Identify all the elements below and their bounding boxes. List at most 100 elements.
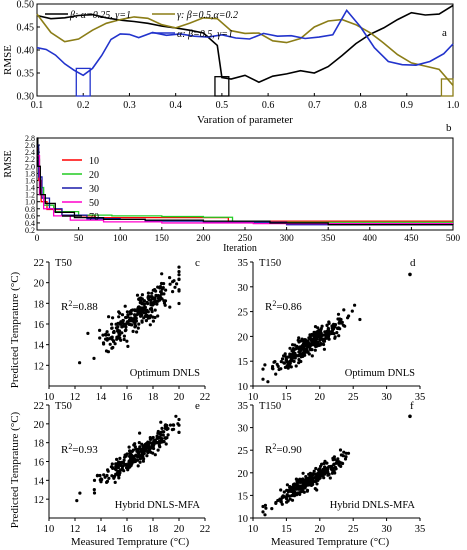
scatter-point xyxy=(112,475,116,479)
scatter-point xyxy=(320,337,324,341)
scatter-point xyxy=(98,336,102,340)
scatter-point xyxy=(135,293,140,297)
scatter-point xyxy=(154,289,158,293)
scatter-point xyxy=(142,299,146,303)
scatter-point xyxy=(98,473,102,478)
scatter-point xyxy=(124,328,128,332)
scatter-point xyxy=(78,491,82,495)
legend-gamma-label: γ: β=0.5,α=0.2 xyxy=(177,10,238,21)
scatter-point xyxy=(124,325,128,329)
legend-label-2: 30 xyxy=(89,184,99,195)
scatter-point xyxy=(337,334,341,338)
scatter-point xyxy=(101,333,105,337)
scatter-point xyxy=(142,302,147,306)
scatter-point xyxy=(264,506,268,510)
scatter-point xyxy=(163,424,167,428)
series-line-1 xyxy=(36,13,454,86)
x-tick-label: 1.0 xyxy=(447,100,460,111)
scatter-point xyxy=(115,457,119,461)
y-tick-label: 0.50 xyxy=(17,0,35,11)
scatter-point xyxy=(105,330,109,334)
scatter-point xyxy=(162,292,166,296)
panel-e-scatter: 10 12 14 16 18 20 22 12 14 16 18 20 22 T50 e R2=0.93 Hyb… xyxy=(34,400,211,535)
scatter-point xyxy=(108,342,112,346)
scatter-point xyxy=(106,468,110,472)
scatter-points xyxy=(261,272,412,384)
scatter-point xyxy=(335,331,339,335)
highlight-box-2 xyxy=(440,78,454,97)
scatter-point xyxy=(162,282,166,286)
scatter-point xyxy=(110,337,114,341)
scatter-point xyxy=(295,344,299,348)
scatter-point xyxy=(301,353,305,357)
x-tick-label: 22 xyxy=(200,524,211,535)
x-tick-label: 20 xyxy=(315,392,326,403)
scatter-point xyxy=(321,473,325,477)
series-label: T50 xyxy=(55,258,72,269)
series-line-4 xyxy=(37,137,454,226)
scatter-point xyxy=(153,453,157,457)
x-tick-label: 10 xyxy=(44,524,55,535)
scatter-points xyxy=(261,414,412,517)
scatter-point xyxy=(150,291,154,295)
scatter-point xyxy=(282,495,287,499)
scatter-point xyxy=(155,302,159,306)
scatter-point xyxy=(282,490,286,494)
scatter-point xyxy=(117,473,121,477)
scatter-point xyxy=(102,473,106,477)
scatter-point xyxy=(294,491,298,495)
scatter-point xyxy=(346,451,351,455)
scatter-point xyxy=(336,326,340,331)
scatter-point xyxy=(160,426,164,430)
x-tick-label: 14 xyxy=(96,392,107,403)
scatter-point xyxy=(279,360,283,364)
x-tick-label: 200 xyxy=(196,234,211,244)
y-tick-label: 2.6 xyxy=(25,141,35,150)
scatter-point xyxy=(125,320,129,324)
scatter-point xyxy=(140,448,144,452)
x-tick-label: 18 xyxy=(148,524,159,535)
x-tick-label: 100 xyxy=(113,234,128,244)
panel-a-legend: β: α=0.25, γ=1 γ: β=0.5,α=0.2 α: β=0.5, … xyxy=(45,10,238,40)
scatter-point xyxy=(126,344,130,348)
x-tick-label: 15 xyxy=(281,524,292,535)
scatter-point xyxy=(163,426,167,430)
y-tick-label: 0.4 xyxy=(25,219,35,228)
panel-label: d xyxy=(410,257,416,269)
y-tick-label: 0.30 xyxy=(17,92,35,103)
scatter-point xyxy=(127,445,131,449)
panel-a-highlight-boxes xyxy=(75,67,454,97)
scatter-point xyxy=(155,436,159,440)
x-tick-label: 30 xyxy=(381,524,392,535)
scatter-point xyxy=(333,323,338,327)
scatter-point xyxy=(113,467,117,471)
scatter-ylabel-bottom: Predicted Temprature (°C) xyxy=(9,411,21,528)
y-tick-label: 1.4 xyxy=(25,184,35,193)
scatter-point xyxy=(331,328,335,333)
scatter-point xyxy=(333,466,337,470)
scatter-point xyxy=(326,473,330,477)
scatter-point xyxy=(298,345,302,349)
scatter-point xyxy=(130,461,134,466)
scatter-point xyxy=(110,326,114,330)
scatter-point xyxy=(115,337,119,341)
scatter-point xyxy=(318,334,322,338)
y-tick-label: 25 xyxy=(238,308,249,319)
scatter-point xyxy=(301,477,305,481)
scatter-point xyxy=(287,489,291,493)
scatter-point xyxy=(102,342,106,346)
scatter-point xyxy=(117,331,121,335)
scatter-point xyxy=(290,498,295,502)
scatter-point xyxy=(146,291,150,295)
y-tick-label: 22 xyxy=(34,258,45,269)
series-line-0 xyxy=(37,147,453,222)
y-tick-label: 25 xyxy=(238,446,249,457)
y-tick-label: 10 xyxy=(238,514,249,525)
y-tick-label: 14 xyxy=(34,476,45,487)
y-tick-label: 2.0 xyxy=(25,162,35,171)
scatter-point xyxy=(111,316,115,320)
scatter-point xyxy=(114,462,118,466)
scatter-point xyxy=(274,501,278,505)
x-tick-label: 10 xyxy=(248,392,259,403)
scatter-point xyxy=(130,449,134,453)
